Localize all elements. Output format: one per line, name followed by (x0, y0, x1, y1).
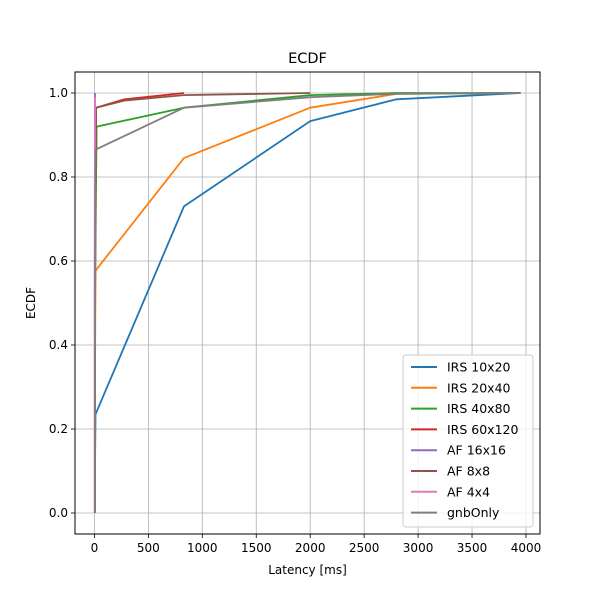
plot-frame (74, 71, 541, 535)
legend-entry-irs-10x20: IRS 10x20 (411, 360, 511, 375)
series-lines (93, 92, 521, 513)
axis-ticks: 0 500 1000 1500 2000 2500 3000 3500 4000 0.0 0.2 0.… (49, 86, 541, 555)
y-tick-label: 0.4 (49, 338, 68, 352)
series-line-gnbonly (94, 92, 521, 513)
x-tick-label: 1500 (241, 541, 272, 555)
legend-box (402, 354, 534, 528)
legend-label: gnbOnly (447, 505, 500, 520)
legend-label: IRS 60x120 (447, 422, 518, 437)
chart-title: ECDF (288, 51, 327, 67)
legend-entry-irs-40x80: IRS 40x80 (411, 401, 511, 416)
legend-label: AF 8x8 (447, 464, 490, 479)
x-tick-label: 2000 (295, 541, 326, 555)
legend-label: AF 16x16 (447, 443, 506, 458)
x-tick-label: 500 (137, 541, 160, 555)
legend-label: AF 4x4 (447, 484, 490, 499)
legend: IRS 10x20 IRS 20x40 IRS 40x80 IRS 60x120 AF … (402, 354, 534, 528)
y-tick-label: 0.2 (49, 422, 68, 436)
y-axis-label: ECDF (24, 287, 38, 319)
legend-label: IRS 20x40 (447, 380, 511, 395)
legend-entry-irs-20x40: IRS 20x40 (411, 380, 511, 395)
y-tick-label: 0.6 (49, 254, 68, 268)
y-tick-label: 1.0 (49, 86, 68, 100)
x-tick-label: 4000 (511, 541, 542, 555)
legend-entry-gnbonly: gnbOnly (411, 505, 500, 520)
x-axis-label: Latency [ms] (268, 563, 347, 577)
legend-entry-af-16x16: AF 16x16 (411, 443, 506, 458)
x-tick-label: 0 (91, 541, 99, 555)
x-tick-label: 3500 (457, 541, 488, 555)
legend-entry-af-8x8: AF 8x8 (411, 464, 490, 479)
x-tick-label: 1000 (187, 541, 218, 555)
y-tick-label: 0.0 (49, 506, 68, 520)
x-tick-label: 2500 (349, 541, 380, 555)
legend-label: IRS 10x20 (447, 360, 511, 375)
legend-entry-af-4x4: AF 4x4 (411, 484, 490, 499)
y-tick-label: 0.8 (49, 170, 68, 184)
legend-label: IRS 40x80 (447, 401, 511, 416)
x-tick-label: 3000 (403, 541, 434, 555)
legend-entry-irs-60x120: IRS 60x120 (411, 422, 518, 437)
